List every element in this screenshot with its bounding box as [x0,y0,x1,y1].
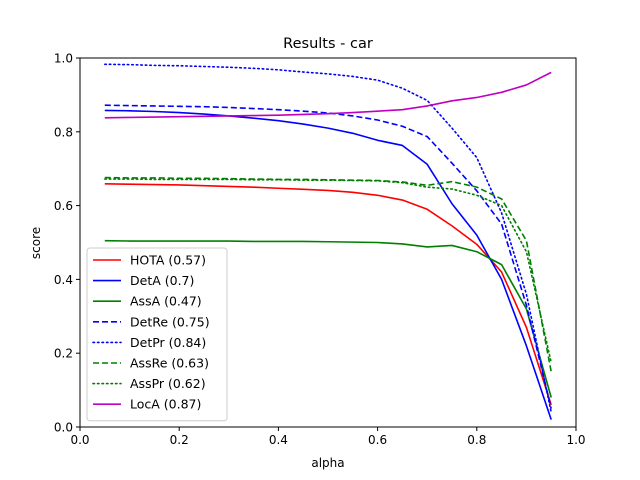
y-axis: 0.0 0.2 0.4 0.6 0.8 1.0 [54,52,80,435]
series-line-7 [104,71,552,119]
series-line-3 [104,104,552,409]
y-tick-label: 0.8 [54,125,73,139]
x-tick-label: 0.6 [368,433,387,447]
x-tick-label: 0.4 [269,433,288,447]
axes-frame [79,57,577,428]
series-line-2 [104,239,552,398]
x-tick-label: 0.0 [70,433,89,447]
series-line-6 [104,178,553,364]
y-tick-label: 0.6 [54,199,73,213]
y-axis-label: score [29,227,43,259]
legend-box [86,247,228,422]
x-axis-label: alpha [311,456,344,470]
chart-title: Results - car [283,36,373,52]
x-axis: 0.0 0.2 0.4 0.6 0.8 1.0 [70,427,586,447]
legend-entry: AssRe (0.63) [130,356,209,371]
legend-entry: AssA (0.47) [130,294,202,309]
x-tick-label: 0.2 [170,433,189,447]
series-line-0 [104,183,552,406]
legend-entry: LocA (0.87) [130,397,201,412]
plot-area [79,57,577,428]
series-line-1 [104,109,552,420]
x-tick-label: 1.0 [566,433,585,447]
y-tick-label: 0.2 [54,347,73,361]
legend-entry: AssPr (0.62) [130,376,206,391]
legend-entry: DetA (0.7) [130,273,194,288]
legend-entry: HOTA (0.57) [130,253,206,268]
x-tick-label: 0.8 [467,433,486,447]
y-tick-label: 0.4 [54,273,73,287]
series-line-5 [104,176,552,372]
legend: HOTA (0.57) DetA (0.7) AssA (0.47) DetRe (0… [86,247,228,422]
y-tick-label: 0.0 [54,421,73,435]
legend-entry: DetRe (0.75) [130,314,210,329]
legend-entry: DetPr (0.84) [130,335,206,350]
y-tick-label: 1.0 [54,52,73,66]
